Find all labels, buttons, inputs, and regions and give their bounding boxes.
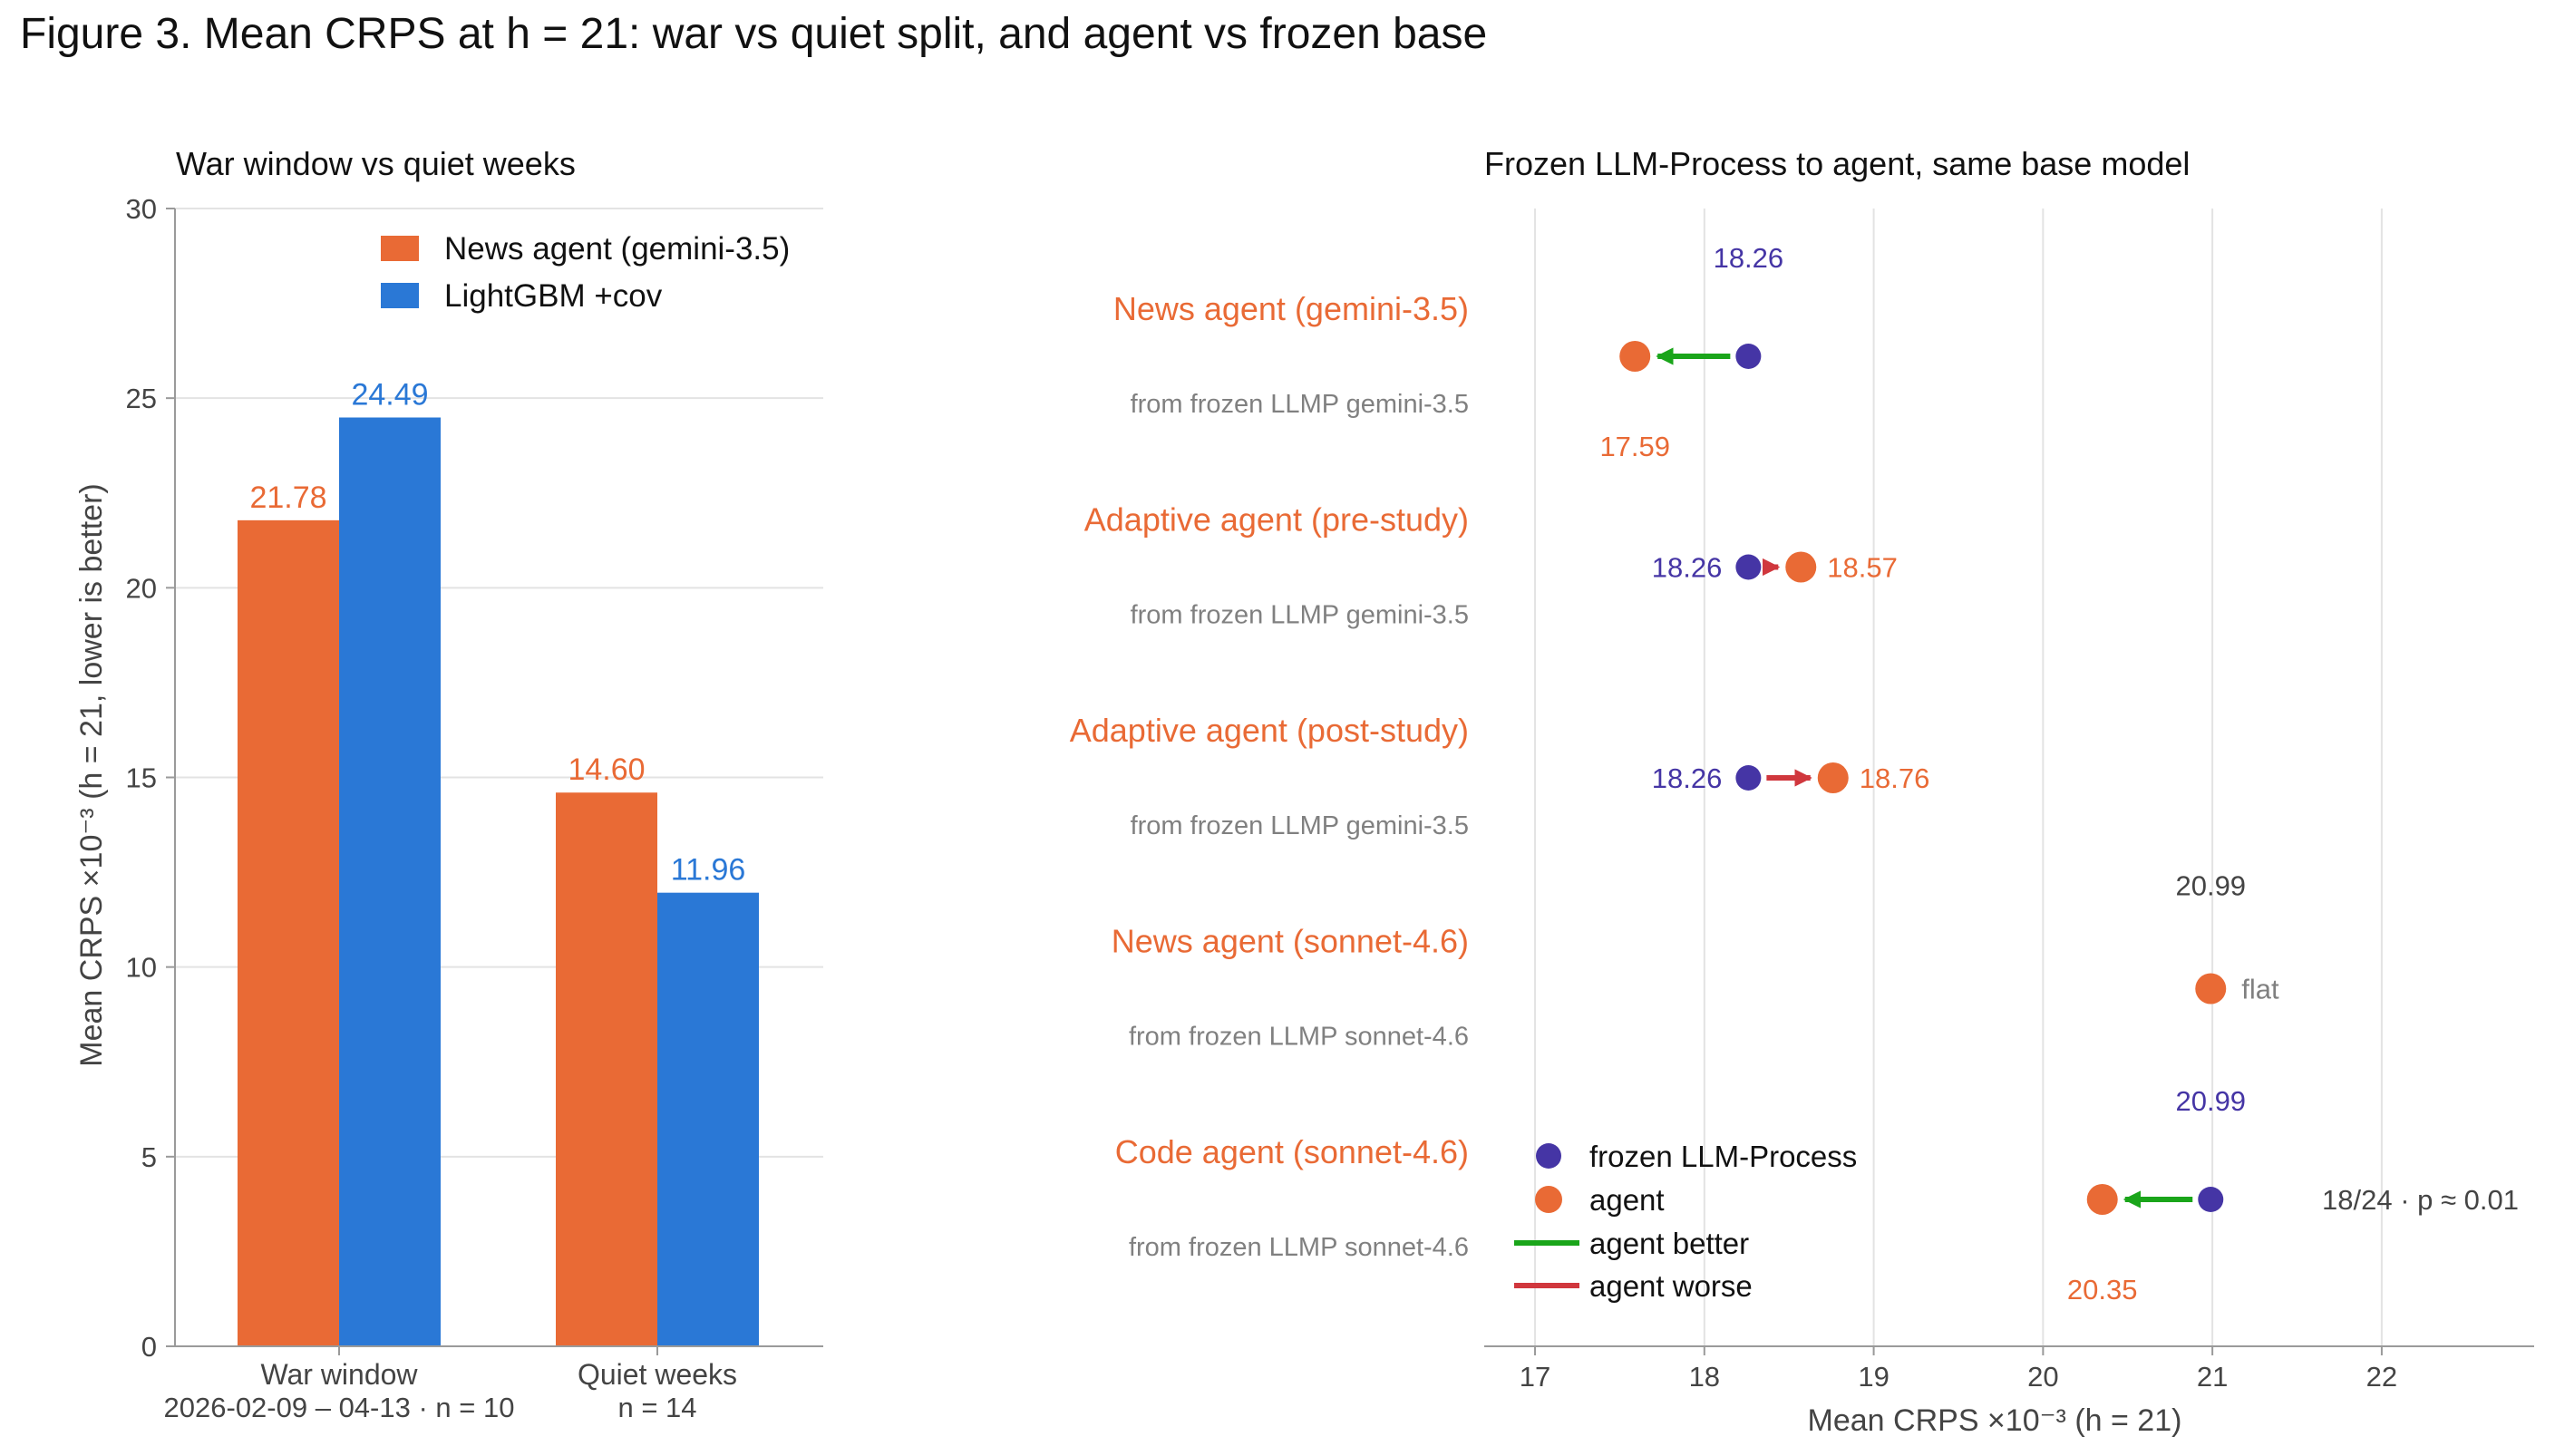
bar-y-tick-label: 10 [126, 952, 157, 984]
agent-point [1785, 551, 1817, 583]
legend-label-worse: agent worse [1589, 1269, 1753, 1303]
bar-value-label: 21.78 [249, 480, 326, 515]
bar-y-axis-label: Mean CRPS ×10⁻³ (h = 21, lower is better… [74, 483, 109, 1066]
bar-y-tick-label: 0 [141, 1331, 157, 1363]
bar-y-ticks: 0 5 10 15 20 25 30 [126, 193, 175, 1363]
frozen-point [1735, 554, 1762, 580]
frozen-point [1735, 344, 1762, 369]
arrow-x-tick-label: 21 [2197, 1361, 2228, 1393]
arrow-x-tick-label: 18 [1689, 1361, 1720, 1393]
frozen-point [1735, 765, 1762, 791]
agent-value-label: 17.59 [1599, 431, 1670, 462]
bar-value-label: 11.96 [671, 853, 746, 888]
agent-value-label: 20.35 [2067, 1274, 2138, 1306]
arrow-panel: Frozen LLM-Process to agent, same base m… [1070, 145, 2534, 1438]
bar-x-tick-label: Quiet weeks [578, 1358, 737, 1391]
arrow-rows: News agent (gemini-3.5) from frozen LLMP … [1070, 242, 2519, 1306]
agent-value-label: 18.76 [1860, 762, 1930, 794]
arrow-x-ticks: 17 18 19 20 21 22 [1520, 1346, 2397, 1393]
bar-y-tick-label: 30 [126, 193, 157, 225]
arrow-panel-title: Frozen LLM-Process to agent, same base m… [1484, 145, 2190, 182]
row-note: 18/24 · p ≈ 0.01 [2322, 1184, 2519, 1216]
frozen-value-label: 20.99 [2175, 1085, 2246, 1117]
frozen-value-label: 18.26 [1652, 762, 1723, 794]
row-subtitle: from frozen LLMP gemini-3.5 [1131, 601, 1469, 630]
bar-y-tick-label: 25 [126, 383, 157, 414]
bar-y-tick-label: 5 [141, 1141, 157, 1173]
bar-x-tick-label: War window [260, 1358, 418, 1391]
legend-marker-agent [1535, 1186, 1562, 1213]
bar-panel: War window vs quiet weeks Mean CRPS ×10⁻… [74, 145, 823, 1423]
bar-y-tick-label: 15 [126, 762, 157, 794]
bar-lightgbm-cov-war-window [339, 417, 441, 1346]
agent-point [2086, 1184, 2118, 1215]
arrow-x-tick-label: 19 [1858, 1361, 1889, 1393]
bar-x-tick-sublabel: 2026-02-09 – 04-13 · n = 10 [164, 1392, 515, 1423]
legend-label-lightgbm: LightGBM +cov [444, 278, 663, 314]
row-adaptive-agent-post-study: Adaptive agent (post-study) from frozen L… [1070, 712, 1930, 840]
row-name: News agent (gemini-3.5) [1113, 290, 1469, 327]
row-code-agent-sonnet-4-6: Code agent (sonnet-4.6) from frozen LLMP … [1115, 1085, 2519, 1306]
row-news-agent-gemini-3-5: News agent (gemini-3.5) from frozen LLMP … [1113, 242, 1783, 462]
arrow-x-axis-label: Mean CRPS ×10⁻³ (h = 21) [1808, 1403, 2182, 1438]
bar-panel-title: War window vs quiet weeks [176, 145, 576, 182]
legend-swatch-lightgbm [381, 283, 419, 308]
legend-label-frozen: frozen LLM-Process [1589, 1140, 1857, 1173]
bar-news-agent-gemini-3-5-war-window [238, 519, 339, 1346]
row-note: flat [2241, 974, 2279, 1005]
legend-label-news-agent: News agent (gemini-3.5) [444, 231, 790, 267]
agent-point [2195, 973, 2227, 1005]
bar-legend: News agent (gemini-3.5) LightGBM +cov [381, 231, 790, 314]
agent-point [1817, 762, 1849, 793]
frozen-value-label: 18.26 [1714, 242, 1784, 274]
row-subtitle: from frozen LLMP sonnet-4.6 [1129, 1023, 1469, 1052]
frozen-value-label: 18.26 [1652, 552, 1723, 584]
bar-x-tick-sublabel: n = 14 [617, 1392, 696, 1423]
row-news-agent-sonnet-4-6: News agent (sonnet-4.6) from frozen LLMP … [1112, 870, 2279, 1052]
bar-marks: 21.78 24.49 14.60 11.96 [238, 378, 759, 1346]
row-name: News agent (sonnet-4.6) [1112, 923, 1469, 960]
row-adaptive-agent-pre-study: Adaptive agent (pre-study) from frozen LL… [1084, 501, 1898, 630]
legend-swatch-news-agent [381, 236, 419, 261]
frozen-point [2198, 1187, 2224, 1212]
bar-value-label: 14.60 [568, 752, 645, 787]
row-name: Adaptive agent (pre-study) [1084, 501, 1469, 539]
row-subtitle: from frozen LLMP gemini-3.5 [1131, 390, 1469, 419]
legend-label-better: agent better [1589, 1227, 1749, 1260]
frozen-value-label: 20.99 [2175, 870, 2246, 902]
arrow-gridlines [1534, 209, 2383, 1346]
bar-y-tick-label: 20 [126, 572, 157, 604]
bar-news-agent-gemini-3-5-quiet-weeks [556, 792, 657, 1346]
row-name: Code agent (sonnet-4.6) [1115, 1133, 1469, 1170]
bar-lightgbm-cov-quiet-weeks [657, 892, 759, 1346]
legend-label-agent: agent [1589, 1183, 1665, 1217]
arrow-legend: frozen LLM-Process agent agent better ag… [1514, 1140, 1857, 1303]
row-name: Adaptive agent (post-study) [1070, 712, 1469, 749]
bar-value-label: 24.49 [351, 378, 428, 413]
arrow-x-tick-label: 17 [1520, 1361, 1550, 1393]
legend-marker-frozen [1536, 1143, 1561, 1169]
row-subtitle: from frozen LLMP sonnet-4.6 [1129, 1233, 1469, 1262]
arrow-x-tick-label: 20 [2027, 1361, 2058, 1393]
agent-value-label: 18.57 [1827, 552, 1898, 584]
figure-title: Figure 3. Mean CRPS at h = 21: war vs qu… [20, 10, 1488, 58]
arrow-x-tick-label: 22 [2366, 1361, 2397, 1393]
agent-point [1619, 341, 1651, 372]
row-subtitle: from frozen LLMP gemini-3.5 [1131, 811, 1469, 840]
